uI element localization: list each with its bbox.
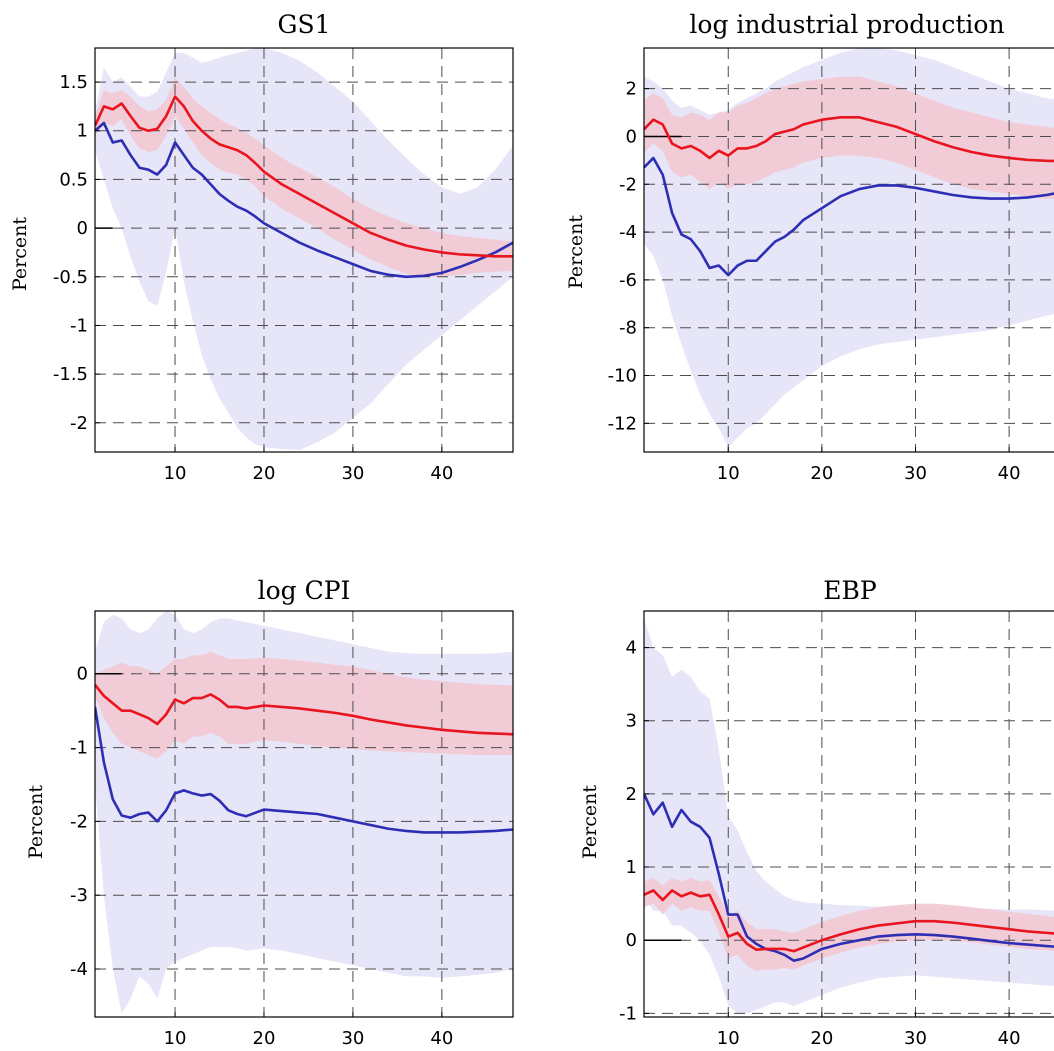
red-series-line — [95, 684, 513, 736]
plot-content — [644, 48, 1054, 452]
panel-title: EBP — [823, 576, 876, 605]
y-tick-label: -1 — [70, 315, 88, 336]
y-tick-label: -4 — [70, 959, 88, 980]
red-confidence-band — [95, 651, 513, 759]
plot-area: 10 20 30 40 -1 0 1 2 3 4 — [619, 610, 1054, 1049]
y-tick-label: 4 — [626, 638, 637, 659]
red-confidence-band — [644, 76, 1054, 199]
x-tick-label: 10 — [717, 463, 740, 484]
y-tick-label: 0 — [77, 218, 88, 239]
y-tick-label: -2 — [619, 174, 637, 195]
x-tick-label: 10 — [164, 463, 187, 484]
y-tick-label: -1.5 — [53, 364, 88, 385]
blue-series-line — [644, 793, 1054, 962]
y-tick-label: 3 — [626, 711, 637, 732]
y-tick-label: -10 — [608, 366, 637, 387]
plot-area: 10 20 30 40 -2 -1.5 -1 -0.5 0 0.5 1 1.5 — [53, 47, 514, 484]
y-tick-label: -0.5 — [53, 267, 88, 288]
y-tick-label: -1 — [619, 1003, 637, 1024]
x-tick-label: 30 — [341, 1028, 364, 1049]
panel-title: log industrial production — [689, 10, 1004, 39]
blue-series-line — [95, 706, 513, 834]
panel-log-industrial-production: log industrial production Percent 10 20 30… — [565, 10, 1054, 484]
plot-content — [95, 48, 513, 452]
y-tick-label: 1 — [77, 121, 88, 142]
x-tick-label: 10 — [164, 1028, 187, 1049]
axes-frame — [643, 47, 1054, 453]
panel-log-cpi: log CPI Percent 10 20 30 40 -4 -3 -2 -1 0 — [25, 576, 514, 1049]
plot-content — [644, 611, 1054, 1017]
x-tick-label: 20 — [810, 1028, 833, 1049]
axes-frame — [94, 47, 514, 453]
x-tick-label: 40 — [998, 463, 1021, 484]
red-confidence-band — [644, 878, 1054, 971]
y-tick-label: 0 — [77, 664, 88, 685]
panel-ebp: EBP Percent 10 20 30 40 -1 0 1 2 3 4 — [579, 576, 1054, 1049]
x-tick-label: 20 — [253, 1028, 276, 1049]
plot-area: 10 20 30 40 -4 -3 -2 -1 0 — [70, 610, 514, 1049]
blue-series-line — [95, 121, 513, 279]
y-tick-label: -8 — [619, 318, 637, 339]
y-tick-label: 0.5 — [59, 169, 88, 190]
x-tick-label: 20 — [810, 463, 833, 484]
panel-gs1: GS1 Percent 10 20 30 40 -2 -1.5 -1 -0.5 0 0.5 1 1.5 — [9, 10, 514, 484]
x-tick-label: 10 — [717, 1028, 740, 1049]
y-tick-label: -2 — [70, 413, 88, 434]
plot-area: 10 20 30 40 -12 -10 -8 -6 -4 -2 0 2 — [608, 47, 1054, 484]
y-tick-label: 2 — [626, 784, 637, 805]
x-tick-label: 30 — [904, 463, 927, 484]
y-tick-label: -2 — [70, 811, 88, 832]
y-tick-label: -12 — [608, 413, 637, 434]
blue-confidence-band — [644, 618, 1054, 1014]
y-axis-label: Percent — [565, 215, 587, 289]
y-tick-label: -1 — [70, 738, 88, 759]
panel-title: log CPI — [258, 576, 351, 605]
axes-frame — [643, 610, 1054, 1018]
axes-frame — [94, 610, 514, 1018]
red-series-line — [95, 95, 513, 258]
panel-title: GS1 — [277, 10, 330, 39]
plot-content — [95, 611, 513, 1017]
y-tick-label: 0 — [626, 126, 637, 147]
x-tick-label: 40 — [430, 1028, 453, 1049]
x-tick-label: 20 — [253, 463, 276, 484]
red-series-line — [644, 889, 1054, 953]
x-tick-label: 40 — [998, 1028, 1021, 1049]
y-tick-label: 2 — [626, 79, 637, 100]
y-tick-label: 0 — [626, 930, 637, 951]
x-tick-label: 40 — [430, 463, 453, 484]
x-tick-label: 30 — [904, 1028, 927, 1049]
y-tick-label: -6 — [619, 270, 637, 291]
red-series-line — [644, 116, 1054, 163]
y-axis-label: Percent — [579, 785, 601, 859]
y-tick-label: 1 — [626, 857, 637, 878]
y-axis-label: Percent — [9, 217, 31, 291]
y-tick-label: 1.5 — [59, 72, 88, 93]
y-tick-label: -3 — [70, 885, 88, 906]
x-tick-label: 30 — [341, 463, 364, 484]
y-axis-label: Percent — [25, 785, 47, 859]
blue-series-line — [644, 156, 1054, 277]
y-tick-label: -4 — [619, 222, 637, 243]
